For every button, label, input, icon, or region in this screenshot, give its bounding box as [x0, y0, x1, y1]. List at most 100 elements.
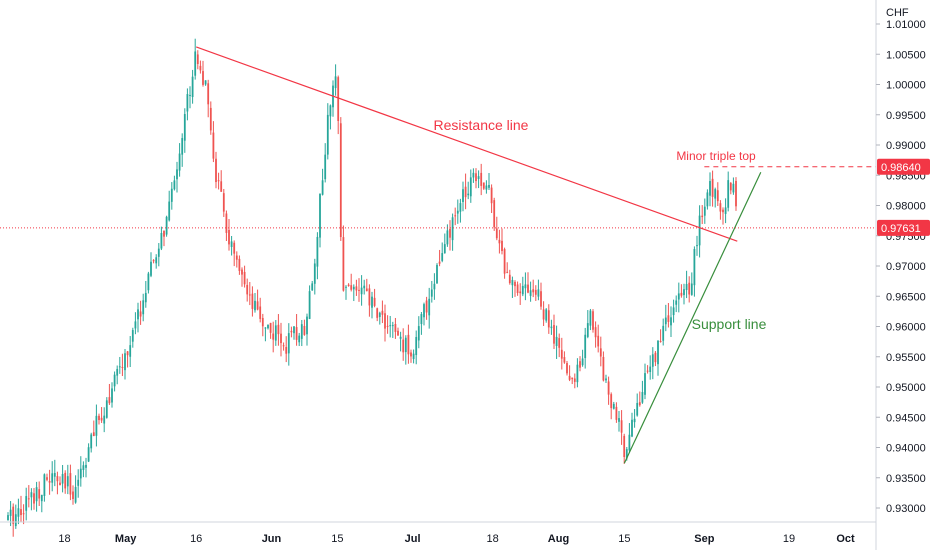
candle-body [482, 182, 485, 189]
candle-body [303, 325, 306, 335]
candle-body [25, 496, 28, 511]
candle-body [220, 181, 223, 192]
candle-body [77, 479, 80, 486]
candle-body [511, 279, 514, 286]
candle-body [376, 308, 379, 318]
candle-body [573, 378, 576, 382]
candle-body [456, 210, 459, 214]
candle-body [228, 229, 230, 245]
candles-layer [7, 38, 737, 537]
candle-body [732, 183, 735, 193]
candle-body [527, 284, 529, 293]
candle-body [347, 284, 350, 287]
candle-body [204, 80, 207, 85]
candle-body [170, 188, 173, 202]
candle-body [72, 491, 74, 500]
candle-body [378, 312, 381, 318]
candle-body [724, 207, 727, 214]
candle-body [30, 492, 33, 498]
candle-body [85, 464, 87, 468]
candle-body [248, 294, 251, 296]
candle-body [560, 349, 563, 359]
candle-body [454, 215, 457, 217]
candle-body [576, 364, 579, 383]
candle-body [553, 325, 555, 344]
candle-body [449, 228, 451, 238]
price-tick-label: 0.99000 [886, 140, 926, 152]
candle-body [363, 285, 366, 289]
time-tick-label: Aug [548, 533, 569, 545]
candle-body [664, 317, 667, 325]
candle-body [98, 415, 100, 421]
candle-body [472, 172, 475, 178]
candle-body [339, 123, 342, 238]
candle-body [490, 187, 493, 204]
candle-body [636, 402, 639, 416]
candle-body [326, 114, 329, 155]
candle-body [597, 335, 600, 347]
candle-body [610, 394, 613, 409]
candle-body [321, 180, 324, 195]
candle-body [215, 158, 217, 183]
candle-body [607, 381, 610, 395]
candle-body [633, 418, 636, 423]
time-tick-label: 18 [486, 533, 498, 545]
time-tick-label: May [115, 533, 137, 545]
candle-body [519, 291, 522, 294]
candle-body [306, 316, 308, 335]
candle-body [438, 261, 441, 264]
candle-body [735, 180, 737, 207]
candle-body [56, 476, 59, 482]
candle-body [690, 283, 693, 295]
candle-body [602, 356, 605, 381]
time-tick-label: 15 [618, 533, 630, 545]
candle-body [163, 230, 165, 237]
candle-body [46, 477, 48, 480]
candle-body [503, 249, 506, 274]
candle-body [433, 283, 436, 290]
candle-body [566, 363, 568, 374]
candle-body [90, 434, 93, 449]
price-tick-label: 0.94000 [886, 443, 926, 455]
candle-body [371, 296, 373, 308]
candle-body [256, 301, 259, 310]
candle-body [113, 374, 116, 387]
candle-body [441, 253, 444, 261]
candle-body [246, 284, 249, 295]
candle-body [235, 255, 238, 260]
price-tick-label: 1.01000 [886, 19, 926, 31]
candle-body [586, 323, 589, 337]
candle-body [558, 338, 561, 348]
candle-body [139, 311, 142, 317]
time-axis[interactable]: 18 May 16 Jun 15 Jul 18 Aug 15 Sep 19 Oct [58, 533, 855, 545]
candle-body [66, 476, 69, 487]
currency-label: CHF [886, 7, 909, 19]
candle-body [391, 325, 394, 327]
candle-body [514, 281, 516, 287]
candle-body [714, 189, 717, 199]
candle-body [555, 336, 558, 346]
candle-body [501, 240, 503, 252]
candle-body [165, 216, 168, 235]
candle-body [615, 406, 618, 420]
candle-body [693, 249, 696, 286]
price-axis[interactable]: 1.010001.005001.000000.995000.990000.985… [876, 19, 926, 515]
candle-body [706, 192, 709, 207]
candle-body [571, 377, 574, 380]
price-tick-label: 0.95000 [886, 382, 926, 394]
candle-body [269, 322, 272, 333]
candle-body [48, 481, 51, 483]
candle-body [142, 300, 145, 315]
candle-body [272, 333, 275, 340]
candle-body [631, 419, 633, 437]
candle-body [111, 388, 113, 403]
candle-body [649, 366, 652, 373]
candle-body [670, 317, 672, 326]
marked-level-badge [877, 158, 930, 175]
candle-body [729, 182, 732, 191]
candle-body [316, 236, 319, 267]
candle-body [540, 291, 542, 307]
candle-body [428, 298, 431, 316]
candle-body [121, 366, 124, 368]
